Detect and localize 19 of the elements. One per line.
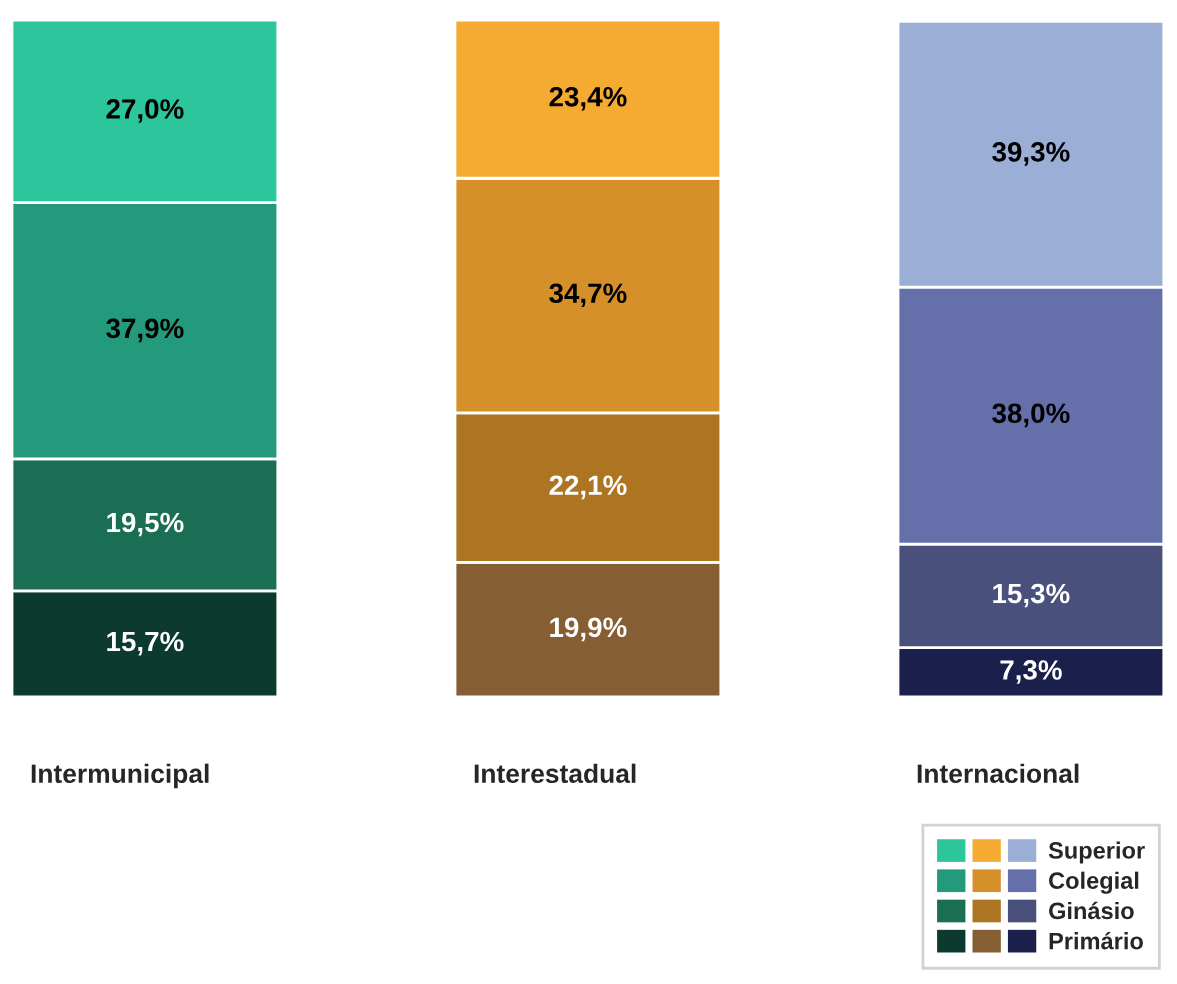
legend-label: Colegial bbox=[1049, 871, 1139, 894]
x-tick-label: Internacional bbox=[917, 763, 1079, 784]
x-tick-label: Intermunicipal bbox=[31, 763, 209, 789]
data-label: 34,7% bbox=[549, 283, 627, 308]
data-label: 27,0% bbox=[106, 99, 184, 123]
x-tick-label: Interestadual bbox=[474, 763, 636, 784]
data-label: 7,3% bbox=[1000, 660, 1062, 684]
data-label: 22,1% bbox=[549, 475, 627, 500]
legend-label: Primário bbox=[1049, 931, 1143, 950]
data-label: 39,3% bbox=[992, 142, 1070, 166]
legend-label: Ginásio bbox=[1049, 901, 1134, 920]
data-label: 15,3% bbox=[993, 583, 1070, 608]
data-label: 23,4% bbox=[549, 86, 627, 111]
data-label: 15,7% bbox=[107, 631, 184, 656]
data-label: 38,0% bbox=[992, 403, 1070, 428]
data-label: 37,9% bbox=[106, 318, 184, 343]
data-label: 19,9% bbox=[550, 617, 627, 642]
data-label: 19,5% bbox=[107, 512, 184, 537]
legend-label: Superior bbox=[1048, 841, 1145, 864]
